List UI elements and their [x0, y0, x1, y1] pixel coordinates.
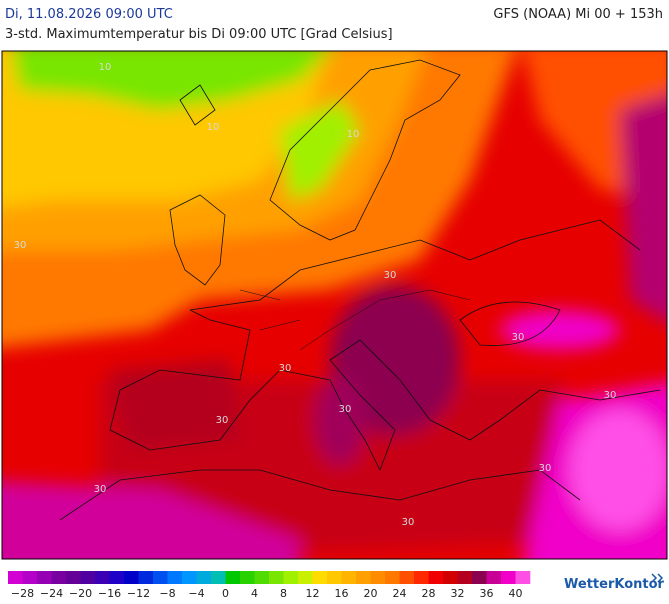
field-green	[12, 51, 329, 110]
header-model: GFS (NOAA) Mi 00 + 153h	[493, 7, 663, 22]
legend-tick-label: −12	[127, 587, 150, 600]
contour-label: 30	[279, 363, 292, 374]
legend-swatch	[138, 571, 154, 584]
coast-black-sea	[459, 301, 561, 346]
map	[2, 51, 667, 559]
color-legend: −28 −24 −20 −16 −12 −8 −4 0 4 8 12 16 20 24 28 32 36 40	[8, 571, 531, 600]
legend-swatch	[269, 571, 284, 584]
contour-label: 30	[216, 415, 229, 426]
contour-label: 30	[402, 517, 415, 528]
legend-tick-label: 4	[251, 587, 258, 600]
legend-swatch	[22, 571, 38, 584]
brand: WetterKontor	[564, 573, 665, 592]
contour-label: 30	[512, 332, 525, 343]
borders	[239, 289, 471, 351]
legend-tick-label: −16	[98, 587, 121, 600]
coast-iceland	[179, 84, 216, 126]
legend-swatch	[8, 571, 23, 584]
contour-label: 10	[207, 122, 220, 133]
legend-swatch	[472, 571, 487, 584]
coast-africa	[59, 469, 581, 521]
legend-swatch	[428, 571, 444, 584]
legend-swatch	[501, 571, 516, 584]
legend-swatch	[153, 571, 168, 584]
coastlines	[59, 59, 661, 521]
field-iberia	[110, 360, 240, 450]
brand-name: WetterKontor	[564, 577, 665, 592]
legend-swatch	[370, 571, 386, 584]
field-magenta-africa	[2, 481, 300, 559]
legend-swatch	[37, 571, 52, 584]
legend-tick-label: 12	[306, 587, 320, 600]
coast-britain	[169, 194, 226, 286]
legend-swatch	[399, 571, 415, 584]
contour-label: 10	[347, 129, 360, 140]
legend-swatch	[182, 571, 197, 584]
field-magenta-caucasus	[500, 310, 620, 350]
contour-label: 30	[604, 390, 617, 401]
temperature-field	[2, 51, 667, 559]
field-purple-east	[620, 94, 667, 323]
legend-tick-label: −8	[159, 587, 175, 600]
legend-swatch	[327, 571, 342, 584]
legend-swatch	[240, 571, 255, 584]
legend-tick-label: −28	[11, 587, 34, 600]
legend-swatch	[254, 571, 270, 584]
legend-swatch	[341, 571, 357, 584]
legend-tick-label: 28	[422, 587, 436, 600]
contour-label: 30	[339, 404, 352, 415]
header-date: Di, 11.08.2026 09:00 UTC	[5, 7, 173, 22]
legend-tick-label: −24	[40, 587, 63, 600]
legend-swatch	[211, 571, 226, 584]
legend-swatch	[356, 571, 371, 584]
brand-icon	[651, 573, 664, 583]
legend-swatch	[414, 571, 429, 584]
legend-swatch	[457, 571, 473, 584]
legend-tick-label: −4	[188, 587, 204, 600]
contour-label: 10	[99, 62, 112, 73]
legend-swatch	[80, 571, 96, 584]
legend-swatch	[124, 571, 139, 584]
contour-label: 30	[14, 240, 27, 251]
legend-tick-label: 0	[222, 587, 229, 600]
legend-swatch	[443, 571, 458, 584]
legend-tick-label: 20	[364, 587, 378, 600]
coast-north	[189, 219, 641, 311]
contour-label: 30	[94, 484, 107, 495]
legend-swatch	[95, 571, 110, 584]
field-italy	[315, 375, 365, 465]
legend-tick-label: 40	[509, 587, 523, 600]
legend-swatch	[283, 571, 299, 584]
header-subtitle: 3-std. Maximumtemperatur bis Di 09:00 UT…	[5, 27, 393, 42]
legend-swatch	[298, 571, 313, 584]
legend-tick-label: 24	[393, 587, 407, 600]
coast-mediterranean	[109, 339, 661, 471]
contour-labels: 10 10 10 30 30 30 30 30 30 30 30 30 30	[14, 62, 617, 528]
legend-tick-label: 36	[480, 587, 494, 600]
legend-swatch	[312, 571, 328, 584]
field-green-scandinavia	[280, 100, 360, 200]
legend-tick-label: −20	[69, 587, 92, 600]
legend-swatch	[167, 571, 183, 584]
legend-tick-label: 16	[335, 587, 349, 600]
legend-swatch	[385, 571, 400, 584]
legend-tick-label: 32	[451, 587, 465, 600]
contour-label: 30	[384, 270, 397, 281]
contour-label: 30	[539, 463, 552, 474]
map-frame	[1, 50, 668, 560]
coast-scandinavia	[269, 59, 461, 241]
legend-swatch	[66, 571, 81, 584]
legend-swatch	[196, 571, 212, 584]
legend-swatch	[515, 571, 531, 584]
legend-swatch	[486, 571, 502, 584]
legend-swatch	[109, 571, 125, 584]
field-pink-east	[570, 410, 667, 530]
coast-iberia	[119, 309, 251, 391]
legend-swatch	[51, 571, 67, 584]
legend-tick-label: 8	[280, 587, 287, 600]
legend-swatch	[225, 571, 241, 584]
